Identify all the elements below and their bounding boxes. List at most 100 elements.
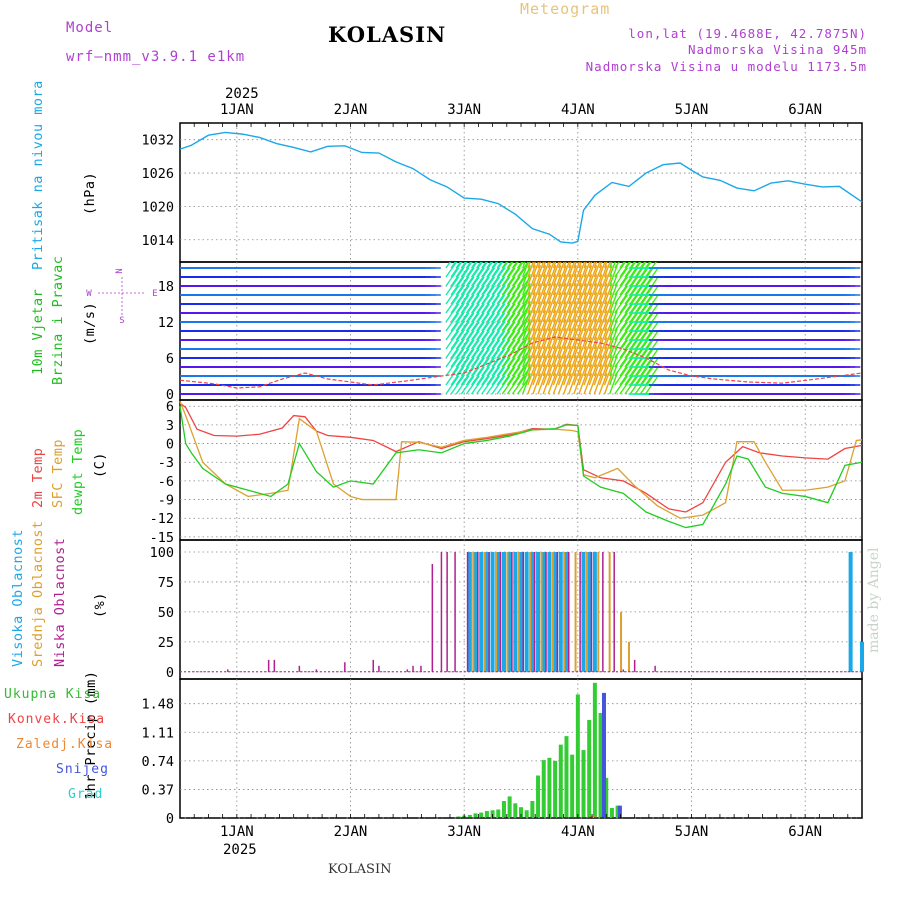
wind-barb — [486, 321, 501, 341]
rain-bar — [570, 754, 575, 818]
wind-barb — [547, 265, 557, 287]
wind-barb — [445, 357, 460, 377]
wind-barb — [568, 319, 577, 341]
wind-barb — [450, 357, 465, 377]
wind-barb — [445, 276, 460, 296]
wind-barb — [506, 276, 521, 296]
wind-barb — [562, 337, 572, 359]
wind-barb — [568, 262, 572, 269]
wind-barb — [619, 262, 625, 269]
wind-barb — [573, 283, 583, 305]
chart-axes: 1JAN 1JAN 2JAN 2JAN 3JAN 3JAN 4JAN 4JAN 5JAN 5JAN… — [141, 86, 863, 858]
wind-barb — [506, 267, 521, 287]
wind-barb — [568, 262, 575, 278]
snow-bar — [617, 805, 622, 818]
wind-barb — [588, 292, 598, 314]
mid-cloud-bar — [551, 551, 554, 672]
rain-bar — [592, 682, 597, 818]
wind-barb — [609, 373, 618, 395]
wind-barb — [470, 262, 483, 278]
wind-barb — [593, 319, 603, 341]
rain-bar — [501, 801, 506, 818]
wind-barb — [578, 310, 588, 332]
low-cloud-bar — [488, 551, 490, 672]
wind-barb — [542, 262, 550, 278]
wind-barb — [470, 262, 477, 269]
wind-barb — [542, 301, 552, 323]
wind-barb — [445, 321, 460, 341]
wind-barb — [465, 357, 480, 377]
wind-barb — [476, 366, 490, 386]
wind-barb — [506, 330, 521, 350]
low-cloud-bar — [522, 551, 525, 672]
wind-barb — [542, 337, 552, 359]
wind-barb — [619, 303, 634, 323]
wind-barb — [537, 364, 547, 386]
wind-barb — [609, 262, 613, 269]
low-cloud-bar — [602, 551, 604, 672]
wind-barb — [542, 283, 552, 305]
wind-barb — [573, 364, 583, 386]
high-cloud-bar — [547, 551, 552, 672]
wind-barb — [460, 262, 473, 278]
high-cloud-bar — [467, 551, 472, 672]
wind-barb — [593, 310, 603, 332]
low-cloud-bar — [466, 551, 469, 672]
wind-barb — [486, 276, 501, 296]
wind-barb — [465, 262, 478, 278]
wind-barb — [619, 366, 634, 386]
wind-barb — [603, 301, 613, 323]
wind-barb — [619, 357, 634, 377]
wind-barb — [588, 337, 598, 359]
wind-barb — [583, 310, 593, 332]
wind-barb — [568, 373, 577, 395]
wind-barb — [511, 267, 526, 287]
x-tick-label-top: 1JAN — [220, 102, 254, 118]
wind-barb — [588, 328, 598, 350]
y-tick-label: 100 — [150, 545, 174, 561]
rain-bar — [513, 803, 518, 818]
wind-barb — [593, 274, 603, 296]
wind-barb — [506, 294, 521, 314]
wind-barb — [537, 292, 547, 314]
wind-barb — [619, 339, 634, 359]
wind-barb — [593, 283, 603, 305]
wind-barb — [460, 294, 475, 314]
wind-barb — [552, 346, 562, 368]
wind-barb — [527, 373, 537, 395]
wind-barb — [486, 375, 501, 395]
wind-barb — [578, 292, 588, 314]
rain-bar — [575, 694, 580, 818]
wind-barb — [481, 294, 495, 314]
wind-barb — [506, 262, 519, 278]
mid-cloud-bar — [627, 641, 630, 672]
wind-barb — [450, 366, 465, 386]
wind-barb — [547, 328, 557, 350]
y-tick-label: 50 — [158, 605, 174, 621]
wind-barb — [542, 274, 552, 296]
wind-barb — [496, 339, 511, 359]
wind-barb — [547, 364, 557, 386]
wind-barb — [486, 267, 501, 287]
wind-barb — [609, 274, 618, 296]
wind-barb — [552, 274, 562, 296]
wind-barb — [629, 262, 636, 269]
low-cloud-bar — [420, 665, 422, 672]
wind-barb — [614, 285, 628, 305]
wind-barb — [588, 283, 598, 305]
wind-barb — [470, 321, 485, 341]
wind-barb — [455, 312, 470, 332]
wind-barb — [522, 346, 531, 368]
wind-barb — [532, 328, 542, 350]
wind-barb — [491, 262, 504, 278]
low-cloud-bar — [613, 551, 615, 672]
wind-barb — [557, 262, 565, 278]
wind-barb — [542, 292, 552, 314]
wind-barb — [578, 274, 588, 296]
wind-barb — [501, 267, 516, 287]
wind-barb — [455, 294, 470, 314]
high-cloud-bar — [496, 551, 501, 672]
wind-barb — [542, 364, 552, 386]
wind-barb — [460, 262, 467, 269]
wind-barb — [465, 321, 480, 341]
